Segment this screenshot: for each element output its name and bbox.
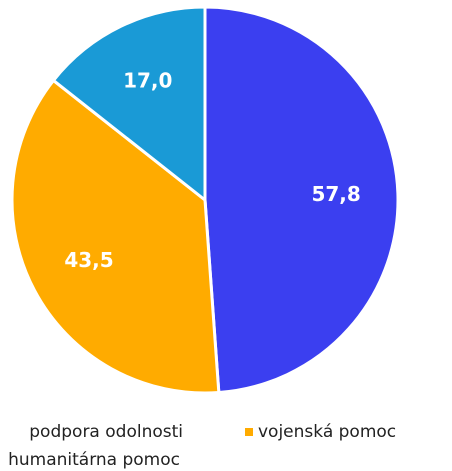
value-label: 57,8 (311, 182, 360, 206)
legend-label: humanitárna pomoc (8, 450, 180, 470)
pie-slice (10, 78, 221, 395)
pie-slice (203, 5, 400, 395)
legend-label: podpora odolnosti (29, 422, 183, 442)
legend-swatch (245, 428, 253, 436)
pie-slice (51, 5, 207, 204)
legend-label: vojenská pomoc (258, 422, 396, 442)
value-label: 43,5 (64, 248, 113, 272)
value-label: 17,0 (123, 68, 172, 92)
